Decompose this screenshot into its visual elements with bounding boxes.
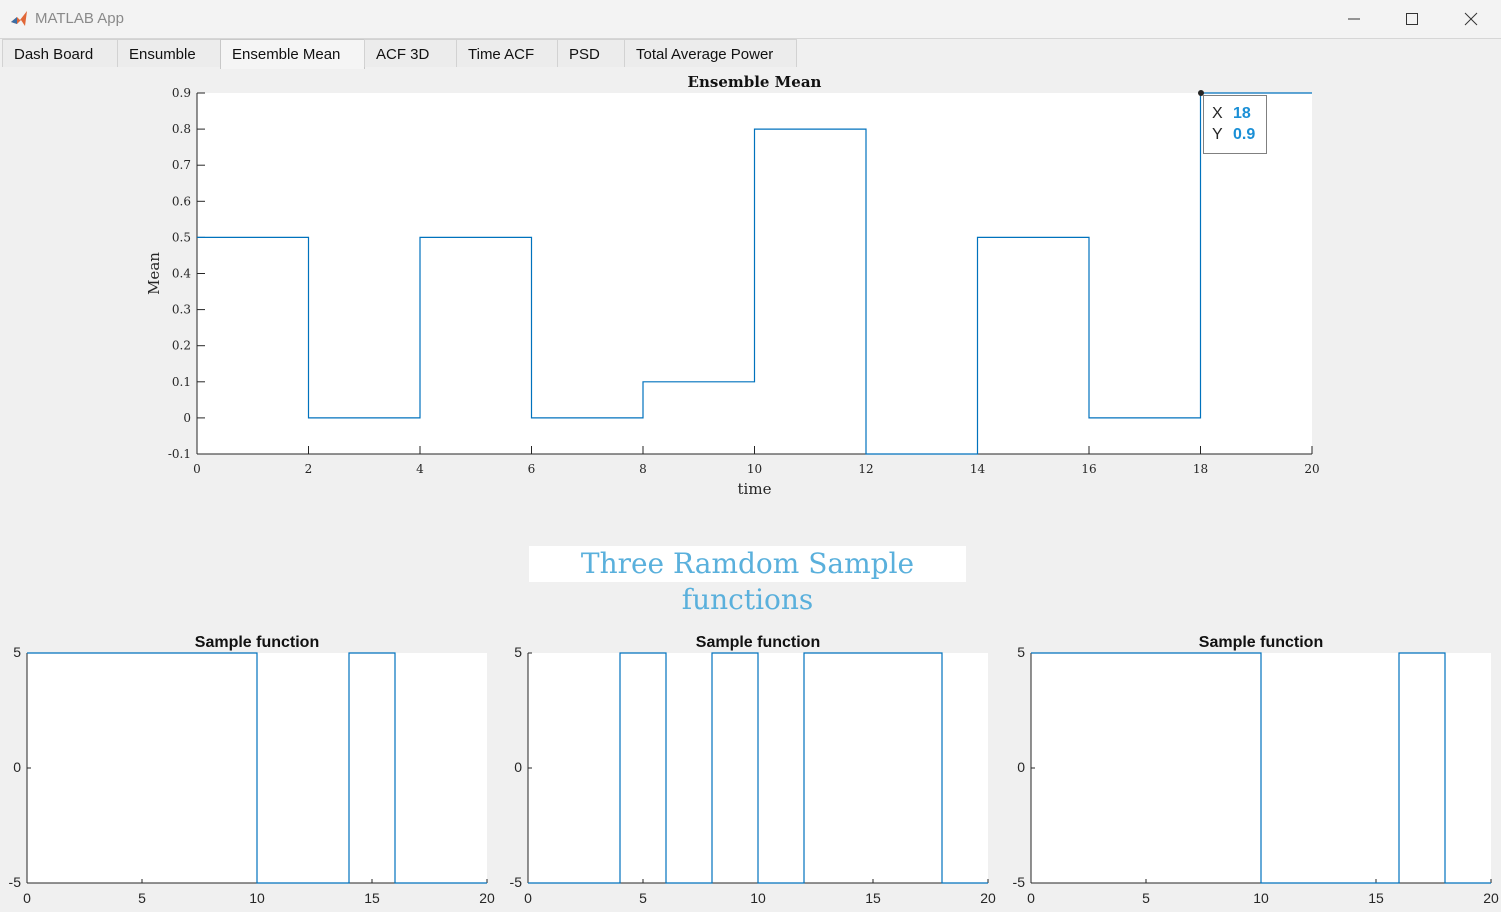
chart-title: Sample function	[195, 634, 319, 651]
y-tick-label: 0	[1017, 759, 1025, 775]
y-tick-label: 0.7	[172, 158, 191, 172]
x-tick-label: 20	[1483, 890, 1499, 906]
section-heading: Three Ramdom Sample functions	[529, 546, 966, 616]
datatip-x-label: X	[1212, 105, 1223, 122]
ensemble-mean-chart[interactable]: 0 2 4 6 8 10 12 14 16 18 20-0.100.10.20.30.40.50.6…	[145, 73, 1320, 498]
y-tick-label: 5	[13, 644, 21, 660]
y-tick-label: 0	[514, 759, 522, 775]
x-tick-label: 0	[524, 890, 532, 906]
x-axis-label: time	[738, 480, 772, 498]
data-series-line	[27, 652, 487, 884]
x-tick-label: 2	[305, 462, 313, 476]
x-tick-label: 0	[193, 462, 201, 476]
tab-total-average-power[interactable]: Total Average Power	[624, 39, 797, 67]
datatip-marker	[1198, 90, 1204, 96]
x-tick-label: 15	[865, 890, 881, 906]
y-tick-label: -5	[510, 874, 523, 890]
datatip-y-value: 0.9	[1233, 126, 1255, 143]
x-tick-label: 14	[970, 462, 986, 476]
y-tick-label: 5	[514, 644, 522, 660]
y-tick-label: 0.9	[172, 86, 191, 100]
y-tick-label: 0.1	[172, 375, 191, 389]
data-series-line	[197, 92, 1312, 455]
x-tick-label: 20	[980, 890, 996, 906]
y-tick-label: 0	[13, 759, 21, 775]
chart-title: Sample function	[696, 634, 820, 651]
x-tick-label: 5	[1142, 890, 1150, 906]
datatip-box	[1203, 95, 1267, 154]
x-tick-label: 16	[1081, 462, 1096, 476]
chart-title: Ensemble Mean	[688, 73, 822, 91]
y-tick-label: 5	[1017, 644, 1025, 660]
tab-psd[interactable]: PSD	[557, 39, 625, 67]
y-tick-label: 0.8	[172, 122, 191, 136]
x-tick-label: 4	[416, 462, 424, 476]
y-tick-label: 0.2	[172, 339, 191, 353]
chart-title: Sample function	[1199, 634, 1323, 651]
data-series-line	[528, 652, 988, 884]
tab-time-acf[interactable]: Time ACF	[456, 39, 558, 67]
y-tick-label: -5	[1013, 874, 1026, 890]
close-button[interactable]	[1441, 0, 1499, 38]
close-icon	[1464, 12, 1478, 26]
x-tick-label: 8	[639, 462, 647, 476]
y-tick-label: -5	[9, 874, 22, 890]
x-tick-label: 10	[747, 462, 762, 476]
tab-ensumble[interactable]: Ensumble	[117, 39, 221, 67]
maximize-icon	[1406, 13, 1418, 25]
datatip-x-value: 18	[1233, 105, 1251, 122]
x-tick-label: 5	[138, 890, 146, 906]
x-tick-label: 15	[1368, 890, 1384, 906]
tab-bar: Dash Board Ensumble Ensemble Mean ACF 3D…	[0, 38, 1501, 69]
x-tick-label: 6	[528, 462, 536, 476]
matlab-logo-icon	[11, 11, 27, 26]
minimize-button[interactable]	[1325, 0, 1383, 38]
maximize-button[interactable]	[1383, 0, 1441, 38]
x-tick-label: 0	[1027, 890, 1035, 906]
x-tick-label: 0	[23, 890, 31, 906]
tab-ensemble-mean[interactable]: Ensemble Mean	[220, 39, 365, 69]
y-tick-label: -0.1	[168, 447, 191, 461]
x-tick-label: 20	[479, 890, 495, 906]
x-tick-label: 18	[1193, 462, 1208, 476]
x-tick-label: 20	[1304, 462, 1319, 476]
y-axis-label: Mean	[145, 252, 163, 295]
y-tick-label: 0.4	[172, 267, 191, 281]
y-tick-label: 0.5	[172, 230, 191, 244]
minimize-icon	[1348, 18, 1360, 20]
x-tick-label: 10	[249, 890, 265, 906]
tab-acf-3d[interactable]: ACF 3D	[364, 39, 457, 67]
x-tick-label: 5	[639, 890, 647, 906]
x-tick-label: 12	[858, 462, 873, 476]
y-tick-label: 0.6	[172, 194, 191, 208]
datatip[interactable]: X 18 Y 0.9	[1198, 90, 1267, 154]
window-title: MATLAB App	[35, 10, 124, 27]
tab-dash-board[interactable]: Dash Board	[2, 39, 118, 67]
x-tick-label: 10	[1253, 890, 1269, 906]
x-tick-label: 10	[750, 890, 766, 906]
data-series-line	[1031, 652, 1491, 884]
y-tick-label: 0.3	[172, 303, 191, 317]
x-tick-label: 15	[364, 890, 380, 906]
datatip-y-label: Y	[1212, 126, 1223, 143]
title-bar: MATLAB App	[0, 0, 1501, 38]
y-tick-label: 0	[183, 411, 191, 425]
